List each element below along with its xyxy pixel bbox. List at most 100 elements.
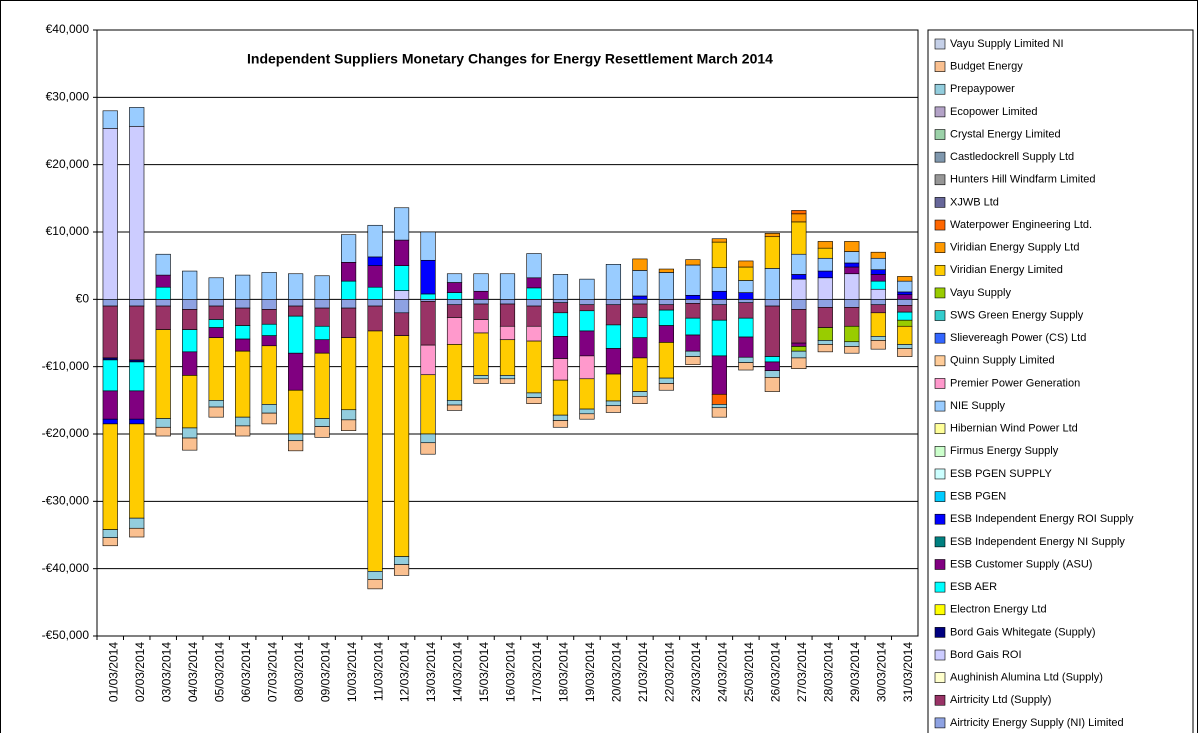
legend-swatch <box>934 400 946 412</box>
legend-box <box>927 29 1194 733</box>
x-tick-label: 15/03/2014 <box>477 642 491 702</box>
bar-segment <box>102 128 118 300</box>
bar-segment <box>393 312 410 336</box>
legend-swatch <box>934 129 946 140</box>
bar-segment <box>473 303 489 320</box>
bar-segment <box>446 273 463 283</box>
bar-segment <box>791 213 807 223</box>
bar-segment <box>579 413 595 420</box>
bar-segment <box>526 325 542 342</box>
legend-swatch <box>934 197 946 208</box>
bar-segment <box>658 299 674 306</box>
bar-segment <box>261 412 277 425</box>
bar-segment <box>102 529 118 538</box>
bar-segment <box>685 317 701 336</box>
bar-segment <box>844 266 860 275</box>
bar-segment <box>579 355 595 380</box>
legend-label: XJWB Ltd <box>950 196 999 208</box>
bar-segment <box>367 286 383 300</box>
bar-segment <box>367 305 383 332</box>
bar-segment <box>341 234 357 263</box>
bar-segment <box>129 418 145 425</box>
bar-segment <box>791 342 807 347</box>
bar-segment <box>208 400 224 408</box>
x-tick-label: 30/03/2014 <box>874 642 888 702</box>
legend-label: ESB Independent Energy NI Supply <box>950 536 1125 548</box>
bar-segment <box>579 408 595 415</box>
legend-swatch <box>934 559 946 570</box>
legend-swatch <box>934 264 946 276</box>
legend-swatch <box>934 61 946 72</box>
bar-segment <box>579 304 595 312</box>
bar-segment <box>658 309 674 326</box>
bar-segment <box>897 280 913 293</box>
legend-label: Airtricity Energy Supply (NI) Limited <box>950 717 1124 729</box>
legend-label: SWS Green Energy Supply <box>950 309 1084 321</box>
bar-segment <box>288 440 304 452</box>
legend-swatch <box>934 242 946 253</box>
legend-label: Firmus Energy Supply <box>950 445 1059 457</box>
bar-segment <box>314 352 330 419</box>
bar-segment <box>288 389 304 435</box>
bar-segment <box>632 357 648 392</box>
bar-segment <box>129 125 145 300</box>
bar-segment <box>764 370 780 378</box>
bar-segment <box>341 419 357 431</box>
bar-segment <box>711 404 727 409</box>
y-tick-label: -€50,000 <box>42 628 90 642</box>
legend-label: Quinn Supply Limited <box>950 355 1055 367</box>
bar-segment <box>341 409 357 421</box>
bar-segment <box>314 275 330 300</box>
x-tick-label: 07/03/2014 <box>265 642 279 702</box>
labels: -€50,000 -€40,000 -€30,000 -€20,000 -€10,000… <box>42 22 915 702</box>
x-tick-label: 31/03/2014 <box>901 642 915 702</box>
bar-segment <box>420 442 436 455</box>
bar-segment <box>897 348 913 357</box>
bar-segment <box>897 344 913 349</box>
legend-label: Crystal Energy Limited <box>950 128 1061 140</box>
x-tick-label: 28/03/2014 <box>821 642 835 702</box>
bar-segment <box>102 359 118 392</box>
bar-segment <box>711 238 727 243</box>
bar-segment <box>791 350 807 359</box>
bar-segment <box>817 241 833 249</box>
y-tick-label: -€20,000 <box>42 426 90 440</box>
bar-segment <box>685 303 701 319</box>
bar-segment <box>579 330 595 357</box>
bar-segment <box>711 267 727 292</box>
bar-segment <box>658 377 674 384</box>
bar-segment <box>235 274 251 300</box>
bar-segment <box>102 423 118 530</box>
bar-segment <box>685 294 701 300</box>
bar-segment <box>182 427 198 439</box>
bar-segment <box>499 303 516 327</box>
bar-segment <box>897 325 913 345</box>
bar-segment <box>791 278 807 300</box>
legend-label: Budget Energy <box>950 61 1023 73</box>
bar-segment <box>764 233 780 238</box>
bar-segment <box>632 395 648 405</box>
bar-segment <box>129 390 145 420</box>
bar-segment <box>632 317 648 339</box>
bar-segment <box>685 350 701 357</box>
bar-segment <box>102 537 118 547</box>
legend-label: Ecopower Limited <box>950 106 1037 118</box>
bar-segment <box>129 299 145 307</box>
bar-segment <box>552 312 569 337</box>
bar-segment <box>155 299 171 307</box>
bar-segment <box>711 355 727 395</box>
bar-segment <box>870 257 886 271</box>
x-tick-label: 03/03/2014 <box>159 642 173 702</box>
bar-segment <box>129 359 145 363</box>
bar-segment <box>446 282 463 293</box>
bar-segment <box>446 292 463 300</box>
bar-segment <box>579 378 595 410</box>
bar-segment <box>182 309 198 330</box>
bar-segment <box>817 340 833 345</box>
bar-segment <box>499 339 516 376</box>
bar-segment <box>129 361 145 392</box>
bar-segment <box>897 305 913 313</box>
legend-swatch <box>934 672 946 683</box>
bar-segment <box>499 325 516 341</box>
legend-label: ESB AER <box>950 581 997 593</box>
